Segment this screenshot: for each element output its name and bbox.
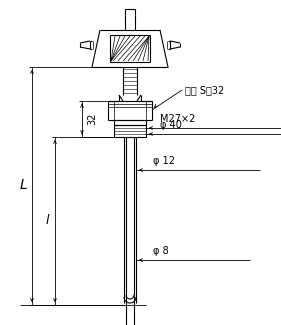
- Text: M27×2: M27×2: [160, 114, 195, 124]
- Text: φ 40: φ 40: [160, 120, 182, 130]
- Text: 32: 32: [87, 113, 97, 125]
- Text: l: l: [45, 214, 49, 227]
- Text: 板手 S－32: 板手 S－32: [185, 85, 224, 95]
- Text: φ 12: φ 12: [153, 156, 175, 166]
- Text: L: L: [20, 178, 28, 192]
- Text: φ 8: φ 8: [153, 246, 169, 256]
